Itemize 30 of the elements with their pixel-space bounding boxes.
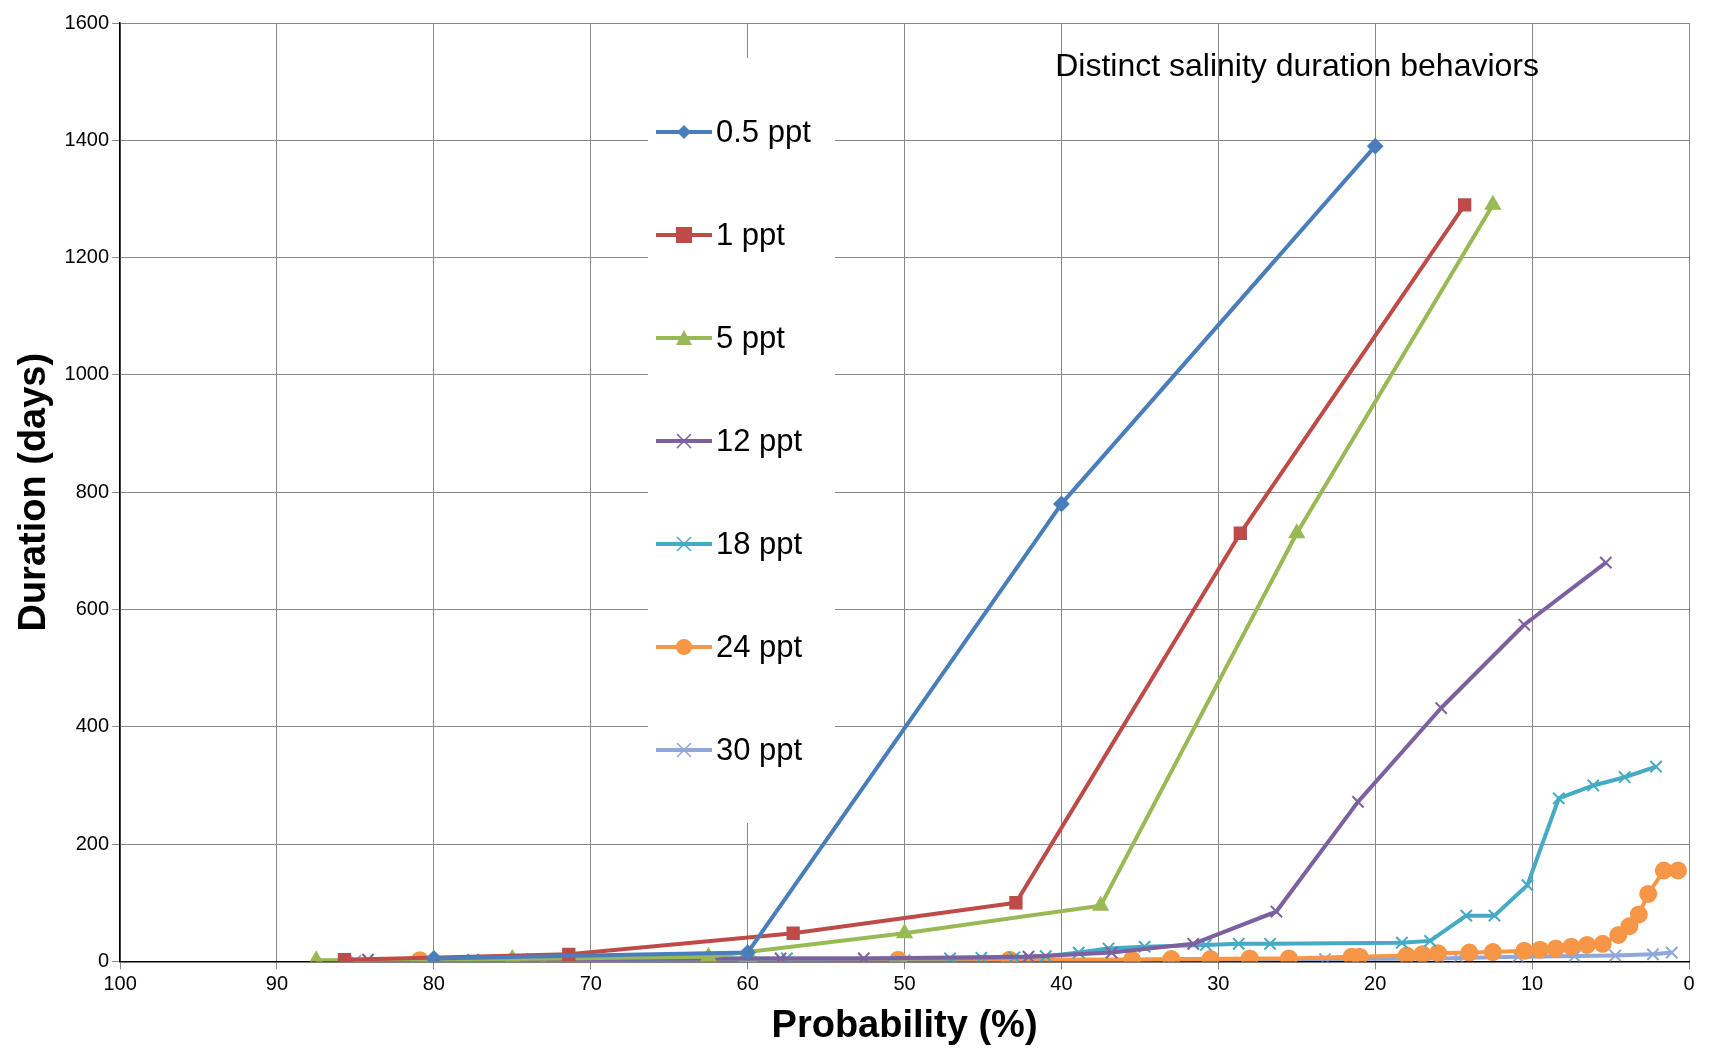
x-tick-label: 60 bbox=[736, 971, 759, 994]
x-tick-label: 70 bbox=[579, 971, 602, 994]
text: Distinct salinity duration behaviors bbox=[1055, 46, 1539, 83]
x-tick-label: 10 bbox=[1520, 971, 1544, 994]
y-tick-label: 1000 bbox=[64, 362, 110, 385]
x-tick-label: 90 bbox=[265, 971, 289, 994]
x-tick-label: 30 bbox=[1207, 971, 1230, 994]
y-tick-label: 1200 bbox=[64, 245, 110, 268]
y-tick-label: 600 bbox=[75, 597, 110, 620]
y-tick-label: 400 bbox=[75, 714, 110, 737]
x-tick-label: 20 bbox=[1364, 971, 1387, 994]
x-axis-title: Probability (%) bbox=[771, 1002, 1038, 1045]
x-tick-label: 80 bbox=[422, 971, 445, 994]
legend-label: 18 ppt bbox=[716, 525, 803, 562]
y-tick-label: 1600 bbox=[64, 10, 110, 33]
y-tick-label: 1400 bbox=[64, 127, 110, 150]
legend-label: 1 ppt bbox=[716, 216, 785, 253]
legend-label: 5 ppt bbox=[716, 319, 785, 356]
y-tick-label: 0 bbox=[97, 948, 110, 971]
x-tick-label: 50 bbox=[893, 971, 916, 994]
legend-label: 24 ppt bbox=[716, 628, 803, 665]
y-tick-label: 200 bbox=[75, 831, 110, 854]
x-tick-label: 0 bbox=[1683, 971, 1695, 994]
legend-label: 30 ppt bbox=[716, 731, 803, 768]
legend-label: 12 ppt bbox=[716, 422, 803, 459]
x-tick-label: 40 bbox=[1050, 971, 1073, 994]
y-tick-label: 800 bbox=[75, 479, 110, 502]
legend-label: 0.5 ppt bbox=[716, 113, 811, 150]
y-axis-title: Duration (days) bbox=[11, 352, 54, 632]
x-tick-label: 100 bbox=[103, 971, 137, 994]
